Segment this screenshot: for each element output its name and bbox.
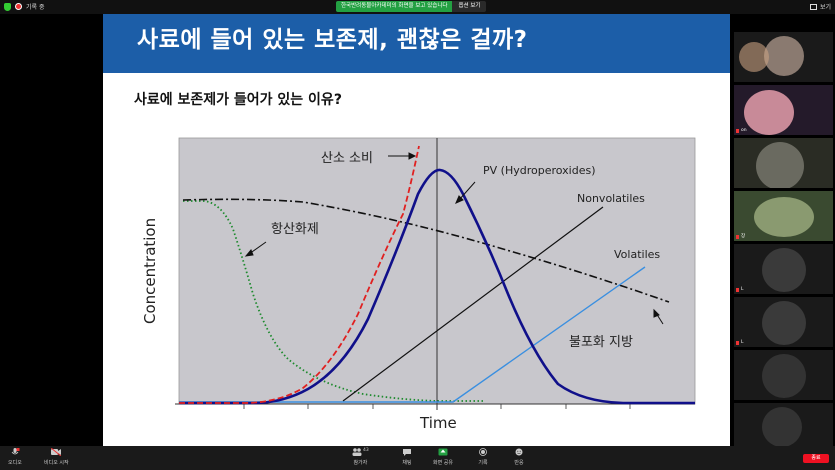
participant-tile[interactable]: 장 [734,191,833,241]
participant-count: 43 [363,448,369,453]
participant-tile[interactable]: L [734,297,833,347]
video-label: 비디오 시작 [44,460,69,466]
avatar [762,407,802,446]
record-button[interactable]: 기록 [478,448,488,466]
label-volatiles: Volatiles [614,248,660,261]
participant-tile[interactable]: L [734,244,833,294]
series-oxygen-line [179,145,420,404]
share-label: 화면 공유 [433,460,453,466]
view-options-button[interactable]: 옵션 보기 [452,1,487,12]
participant-tile[interactable] [734,350,833,400]
label-pv: PV (Hydroperoxides) [483,164,595,177]
end-meeting-button[interactable]: 종료 [803,454,829,463]
participants-label: 참가자 [353,460,368,466]
participants-icon-group: 43 [352,448,369,459]
slide-subtitle: 사료에 보존제가 들어가 있는 이유? [134,92,342,108]
people-icon [352,448,362,456]
label-unsaturated-fat: 불포화 지방 [569,335,633,350]
share-screen-button[interactable]: 화면 공유 [433,448,453,466]
record-icon [15,3,22,10]
avatar [762,248,806,292]
screen-share-banner: 한국반려동물아카데미의 화면을 보고 있습니다 옵션 보기 [336,1,487,12]
avatar-blur [739,42,769,72]
video-camera-icon [51,448,62,456]
x-axis-ticks [243,404,631,409]
view-label: 보기 [819,4,831,11]
audio-button[interactable]: 오디오 [8,448,22,466]
shield-icon [4,2,11,11]
meeting-top-bar: 기록 중 한국반려동물아카데미의 화면을 보고 있습니다 옵션 보기 보기 [0,0,835,14]
y-axis-label: Concentration [141,218,159,324]
oxidation-chart: 산소 소비 PV (Hydroperoxides) Nonvolatiles V… [141,137,696,432]
slide-title: 사료에 들어 있는 보존제, 괜찮은 걸까? [137,27,528,53]
muted-mic-icon [736,288,739,292]
smiley-icon [515,448,523,456]
series-antioxidant-line [183,200,483,402]
avatar [754,197,814,237]
series-pv-line [179,168,695,405]
reactions-label: 반응 [514,460,524,466]
label-antioxidant: 항산화제 [271,222,319,237]
muted-mic-icon [736,129,739,133]
microphone-icon [11,448,20,455]
share-notice: 한국반려동물아카데미의 화면을 보고 있습니다 [336,1,453,12]
audio-label: 오디오 [8,460,22,466]
annotation-arrows [244,152,664,325]
muted-mic-icon [736,235,739,239]
participant-name: 장 [741,234,746,239]
series-nonvolatiles-line [342,206,604,402]
x-axis-label: Time [419,414,457,432]
avatar [756,142,804,188]
view-button[interactable]: 보기 [809,2,831,11]
chat-button[interactable]: 채팅 [402,448,412,466]
label-oxygen-consumption: 산소 소비 [321,151,373,166]
recording-indicator[interactable]: 기록 중 [4,2,44,11]
meeting-toolbar: 오디오 비디오 시작 43 참가자 채팅 화면 공유 기록 반응 종료 [0,446,835,470]
avatar [762,301,806,345]
participant-tile[interactable] [734,32,833,82]
participant-tile[interactable] [734,138,833,188]
grid-view-icon [809,3,817,10]
participant-name: L [741,340,744,345]
avatar [762,354,806,398]
chat-label: 채팅 [402,460,412,466]
reactions-button[interactable]: 반응 [514,448,524,466]
participants-button[interactable]: 43 참가자 [352,448,369,466]
recording-label: 기록 중 [26,4,45,11]
participant-name: on [741,128,747,133]
label-nonvolatiles: Nonvolatiles [577,192,645,205]
muted-mic-icon [736,341,739,345]
record-label: 기록 [478,460,488,466]
avatar [744,90,794,135]
avatar [764,36,804,76]
share-screen-icon [438,448,448,456]
record-icon [479,448,487,456]
slide-header: 사료에 들어 있는 보존제, 괜찮은 걸까? [103,14,730,73]
participant-tile[interactable]: on [734,85,833,135]
start-video-button[interactable]: 비디오 시작 [44,448,69,466]
shared-slide: 사료에 들어 있는 보존제, 괜찮은 걸까? 사료에 보존제가 들어가 있는 이… [103,14,730,446]
series-unsaturated-fat-line [182,198,670,303]
participant-gallery: on 장 L L [733,32,835,446]
chat-icon [403,449,411,456]
participant-name: L [741,287,744,292]
participant-tile[interactable] [734,403,833,446]
